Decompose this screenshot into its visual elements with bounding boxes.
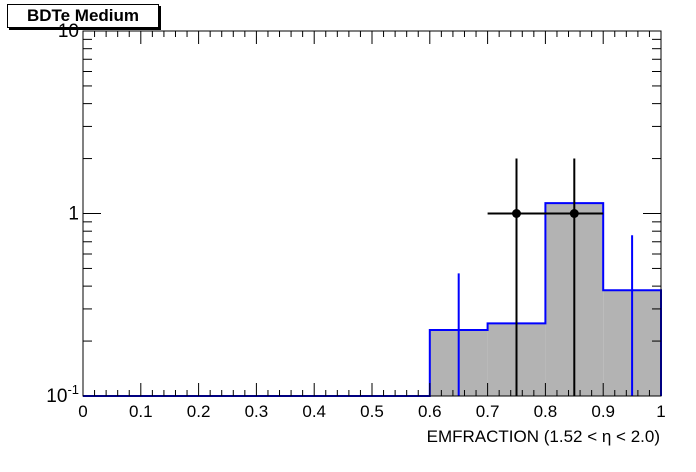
chart-title: BDTe Medium [7,4,159,28]
x-tick-label: 0.5 [360,402,384,421]
x-tick-label: 0.1 [129,402,153,421]
data-point-0 [512,209,521,218]
x-tick-label: 0.9 [591,402,615,421]
x-axis-label: EMFRACTION (1.52 < η < 2.0) [427,427,660,446]
x-tick-label: 0.7 [476,402,500,421]
y-tick-label: 10-1 [46,382,79,407]
x-tick-label: 0 [78,402,87,421]
y-tick-label: 1 [68,204,79,225]
y-tick-label: 10 [58,21,79,42]
axis-ticks [82,30,662,397]
x-tick-label: 0.3 [245,402,269,421]
x-tick-label: 0.4 [302,402,326,421]
data-points-layer [487,158,604,396]
x-tick-label: 0.8 [534,402,558,421]
tick-labels: 0 0.1 0.2 0.3 0.4 0.5 0.6 0.7 0.8 0.9 1 10-1 1 10 [46,21,665,421]
hist-outline [83,202,662,397]
x-tick-label: 0.2 [187,402,211,421]
data-point-1 [569,209,579,218]
x-tick-label: 1 [656,402,665,421]
x-tick-label: 0.6 [418,402,442,421]
